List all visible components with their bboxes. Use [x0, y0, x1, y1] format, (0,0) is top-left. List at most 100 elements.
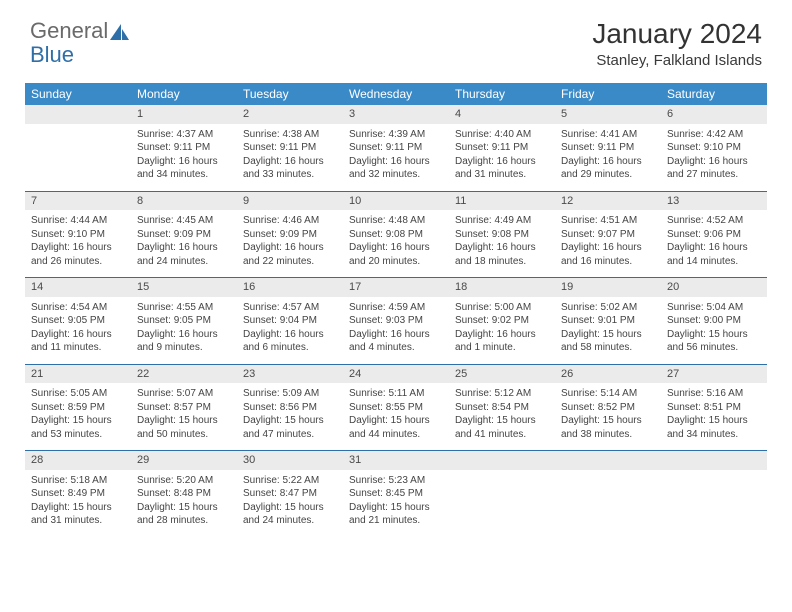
location: Stanley, Falkland Islands [592, 52, 762, 69]
day-sunset: Sunset: 8:48 PM [137, 487, 231, 501]
calendar-day-cell: 23Sunrise: 5:09 AMSunset: 8:56 PMDayligh… [237, 365, 343, 451]
day-day1: Daylight: 16 hours [455, 328, 549, 342]
day-sunrise: Sunrise: 4:48 AM [349, 214, 443, 228]
weekday-header: Monday [131, 83, 237, 105]
day-day1: Daylight: 16 hours [667, 155, 761, 169]
calendar-day-cell: 21Sunrise: 5:05 AMSunset: 8:59 PMDayligh… [25, 365, 131, 451]
calendar-day-cell: 20Sunrise: 5:04 AMSunset: 9:00 PMDayligh… [661, 278, 767, 364]
day-sunrise: Sunrise: 4:40 AM [455, 128, 549, 142]
calendar-day-cell: 9Sunrise: 4:46 AMSunset: 9:09 PMDaylight… [237, 192, 343, 278]
calendar-day-cell: 8Sunrise: 4:45 AMSunset: 9:09 PMDaylight… [131, 192, 237, 278]
day-sunset: Sunset: 9:11 PM [137, 141, 231, 155]
day-day2: and 27 minutes. [667, 168, 761, 182]
day-number: 8 [131, 192, 237, 212]
day-number: 12 [555, 192, 661, 212]
day-number: 24 [343, 365, 449, 385]
day-sunrise: Sunrise: 4:52 AM [667, 214, 761, 228]
day-sunrise: Sunrise: 4:37 AM [137, 128, 231, 142]
day-number: 18 [449, 278, 555, 298]
day-sunrise: Sunrise: 4:38 AM [243, 128, 337, 142]
day-sunset: Sunset: 8:45 PM [349, 487, 443, 501]
day-day2: and 47 minutes. [243, 428, 337, 442]
day-sunset: Sunset: 9:01 PM [561, 314, 655, 328]
day-number: 4 [449, 105, 555, 125]
day-day2: and 26 minutes. [31, 255, 125, 269]
day-body: Sunrise: 5:02 AMSunset: 9:01 PMDaylight:… [555, 298, 661, 357]
day-sunrise: Sunrise: 4:57 AM [243, 301, 337, 315]
logo-text-1: General [30, 18, 108, 44]
day-day1: Daylight: 16 hours [243, 155, 337, 169]
day-day2: and 44 minutes. [349, 428, 443, 442]
day-number: 6 [661, 105, 767, 125]
day-number-empty [661, 451, 767, 471]
day-sunrise: Sunrise: 4:51 AM [561, 214, 655, 228]
day-day1: Daylight: 15 hours [349, 414, 443, 428]
day-sunset: Sunset: 9:11 PM [243, 141, 337, 155]
day-sunrise: Sunrise: 4:41 AM [561, 128, 655, 142]
day-body: Sunrise: 4:59 AMSunset: 9:03 PMDaylight:… [343, 298, 449, 357]
calendar-week-row: 28Sunrise: 5:18 AMSunset: 8:49 PMDayligh… [25, 451, 767, 537]
day-sunset: Sunset: 9:09 PM [137, 228, 231, 242]
day-sunset: Sunset: 8:59 PM [31, 401, 125, 415]
day-sunrise: Sunrise: 5:23 AM [349, 474, 443, 488]
title-block: January 2024 Stanley, Falkland Islands [592, 18, 762, 69]
day-number: 1 [131, 105, 237, 125]
day-day1: Daylight: 15 hours [243, 501, 337, 515]
logo-sail-icon [109, 23, 131, 41]
day-sunset: Sunset: 8:47 PM [243, 487, 337, 501]
day-day2: and 11 minutes. [31, 341, 125, 355]
day-body: Sunrise: 4:51 AMSunset: 9:07 PMDaylight:… [555, 211, 661, 270]
day-day1: Daylight: 15 hours [31, 501, 125, 515]
day-number: 5 [555, 105, 661, 125]
day-number: 30 [237, 451, 343, 471]
day-day1: Daylight: 15 hours [243, 414, 337, 428]
day-number-empty [25, 105, 131, 125]
day-number: 27 [661, 365, 767, 385]
calendar-table: Sunday Monday Tuesday Wednesday Thursday… [25, 83, 767, 537]
day-sunset: Sunset: 9:05 PM [31, 314, 125, 328]
day-body: Sunrise: 4:48 AMSunset: 9:08 PMDaylight:… [343, 211, 449, 270]
day-day2: and 6 minutes. [243, 341, 337, 355]
weekday-header: Friday [555, 83, 661, 105]
day-sunrise: Sunrise: 4:39 AM [349, 128, 443, 142]
day-day2: and 29 minutes. [561, 168, 655, 182]
day-body: Sunrise: 5:23 AMSunset: 8:45 PMDaylight:… [343, 471, 449, 530]
day-number: 22 [131, 365, 237, 385]
day-day1: Daylight: 15 hours [667, 414, 761, 428]
calendar-day-cell: 30Sunrise: 5:22 AMSunset: 8:47 PMDayligh… [237, 451, 343, 537]
day-sunset: Sunset: 9:10 PM [31, 228, 125, 242]
calendar-day-cell: 19Sunrise: 5:02 AMSunset: 9:01 PMDayligh… [555, 278, 661, 364]
day-sunset: Sunset: 9:08 PM [455, 228, 549, 242]
day-day2: and 22 minutes. [243, 255, 337, 269]
day-body: Sunrise: 5:14 AMSunset: 8:52 PMDaylight:… [555, 384, 661, 443]
day-sunset: Sunset: 9:08 PM [349, 228, 443, 242]
calendar-week-row: 21Sunrise: 5:05 AMSunset: 8:59 PMDayligh… [25, 365, 767, 451]
day-body: Sunrise: 5:18 AMSunset: 8:49 PMDaylight:… [25, 471, 131, 530]
day-number: 28 [25, 451, 131, 471]
weekday-header: Saturday [661, 83, 767, 105]
day-day1: Daylight: 15 hours [31, 414, 125, 428]
header: General January 2024 Stanley, Falkland I… [0, 0, 792, 77]
day-body: Sunrise: 5:04 AMSunset: 9:00 PMDaylight:… [661, 298, 767, 357]
calendar-day-cell: 27Sunrise: 5:16 AMSunset: 8:51 PMDayligh… [661, 365, 767, 451]
logo-text-2: Blue [30, 42, 74, 68]
day-sunrise: Sunrise: 5:18 AM [31, 474, 125, 488]
day-body: Sunrise: 4:40 AMSunset: 9:11 PMDaylight:… [449, 125, 555, 184]
day-body: Sunrise: 4:55 AMSunset: 9:05 PMDaylight:… [131, 298, 237, 357]
day-sunrise: Sunrise: 5:16 AM [667, 387, 761, 401]
calendar-day-cell: 13Sunrise: 4:52 AMSunset: 9:06 PMDayligh… [661, 192, 767, 278]
day-sunrise: Sunrise: 4:46 AM [243, 214, 337, 228]
calendar-day-cell [449, 451, 555, 537]
day-sunrise: Sunrise: 5:11 AM [349, 387, 443, 401]
day-sunrise: Sunrise: 4:55 AM [137, 301, 231, 315]
calendar-day-cell: 15Sunrise: 4:55 AMSunset: 9:05 PMDayligh… [131, 278, 237, 364]
day-day2: and 34 minutes. [137, 168, 231, 182]
calendar-day-cell: 18Sunrise: 5:00 AMSunset: 9:02 PMDayligh… [449, 278, 555, 364]
day-body: Sunrise: 5:09 AMSunset: 8:56 PMDaylight:… [237, 384, 343, 443]
day-sunrise: Sunrise: 5:20 AM [137, 474, 231, 488]
day-body: Sunrise: 4:44 AMSunset: 9:10 PMDaylight:… [25, 211, 131, 270]
day-day2: and 24 minutes. [243, 514, 337, 528]
day-sunset: Sunset: 9:03 PM [349, 314, 443, 328]
day-number: 15 [131, 278, 237, 298]
day-day1: Daylight: 15 hours [561, 328, 655, 342]
